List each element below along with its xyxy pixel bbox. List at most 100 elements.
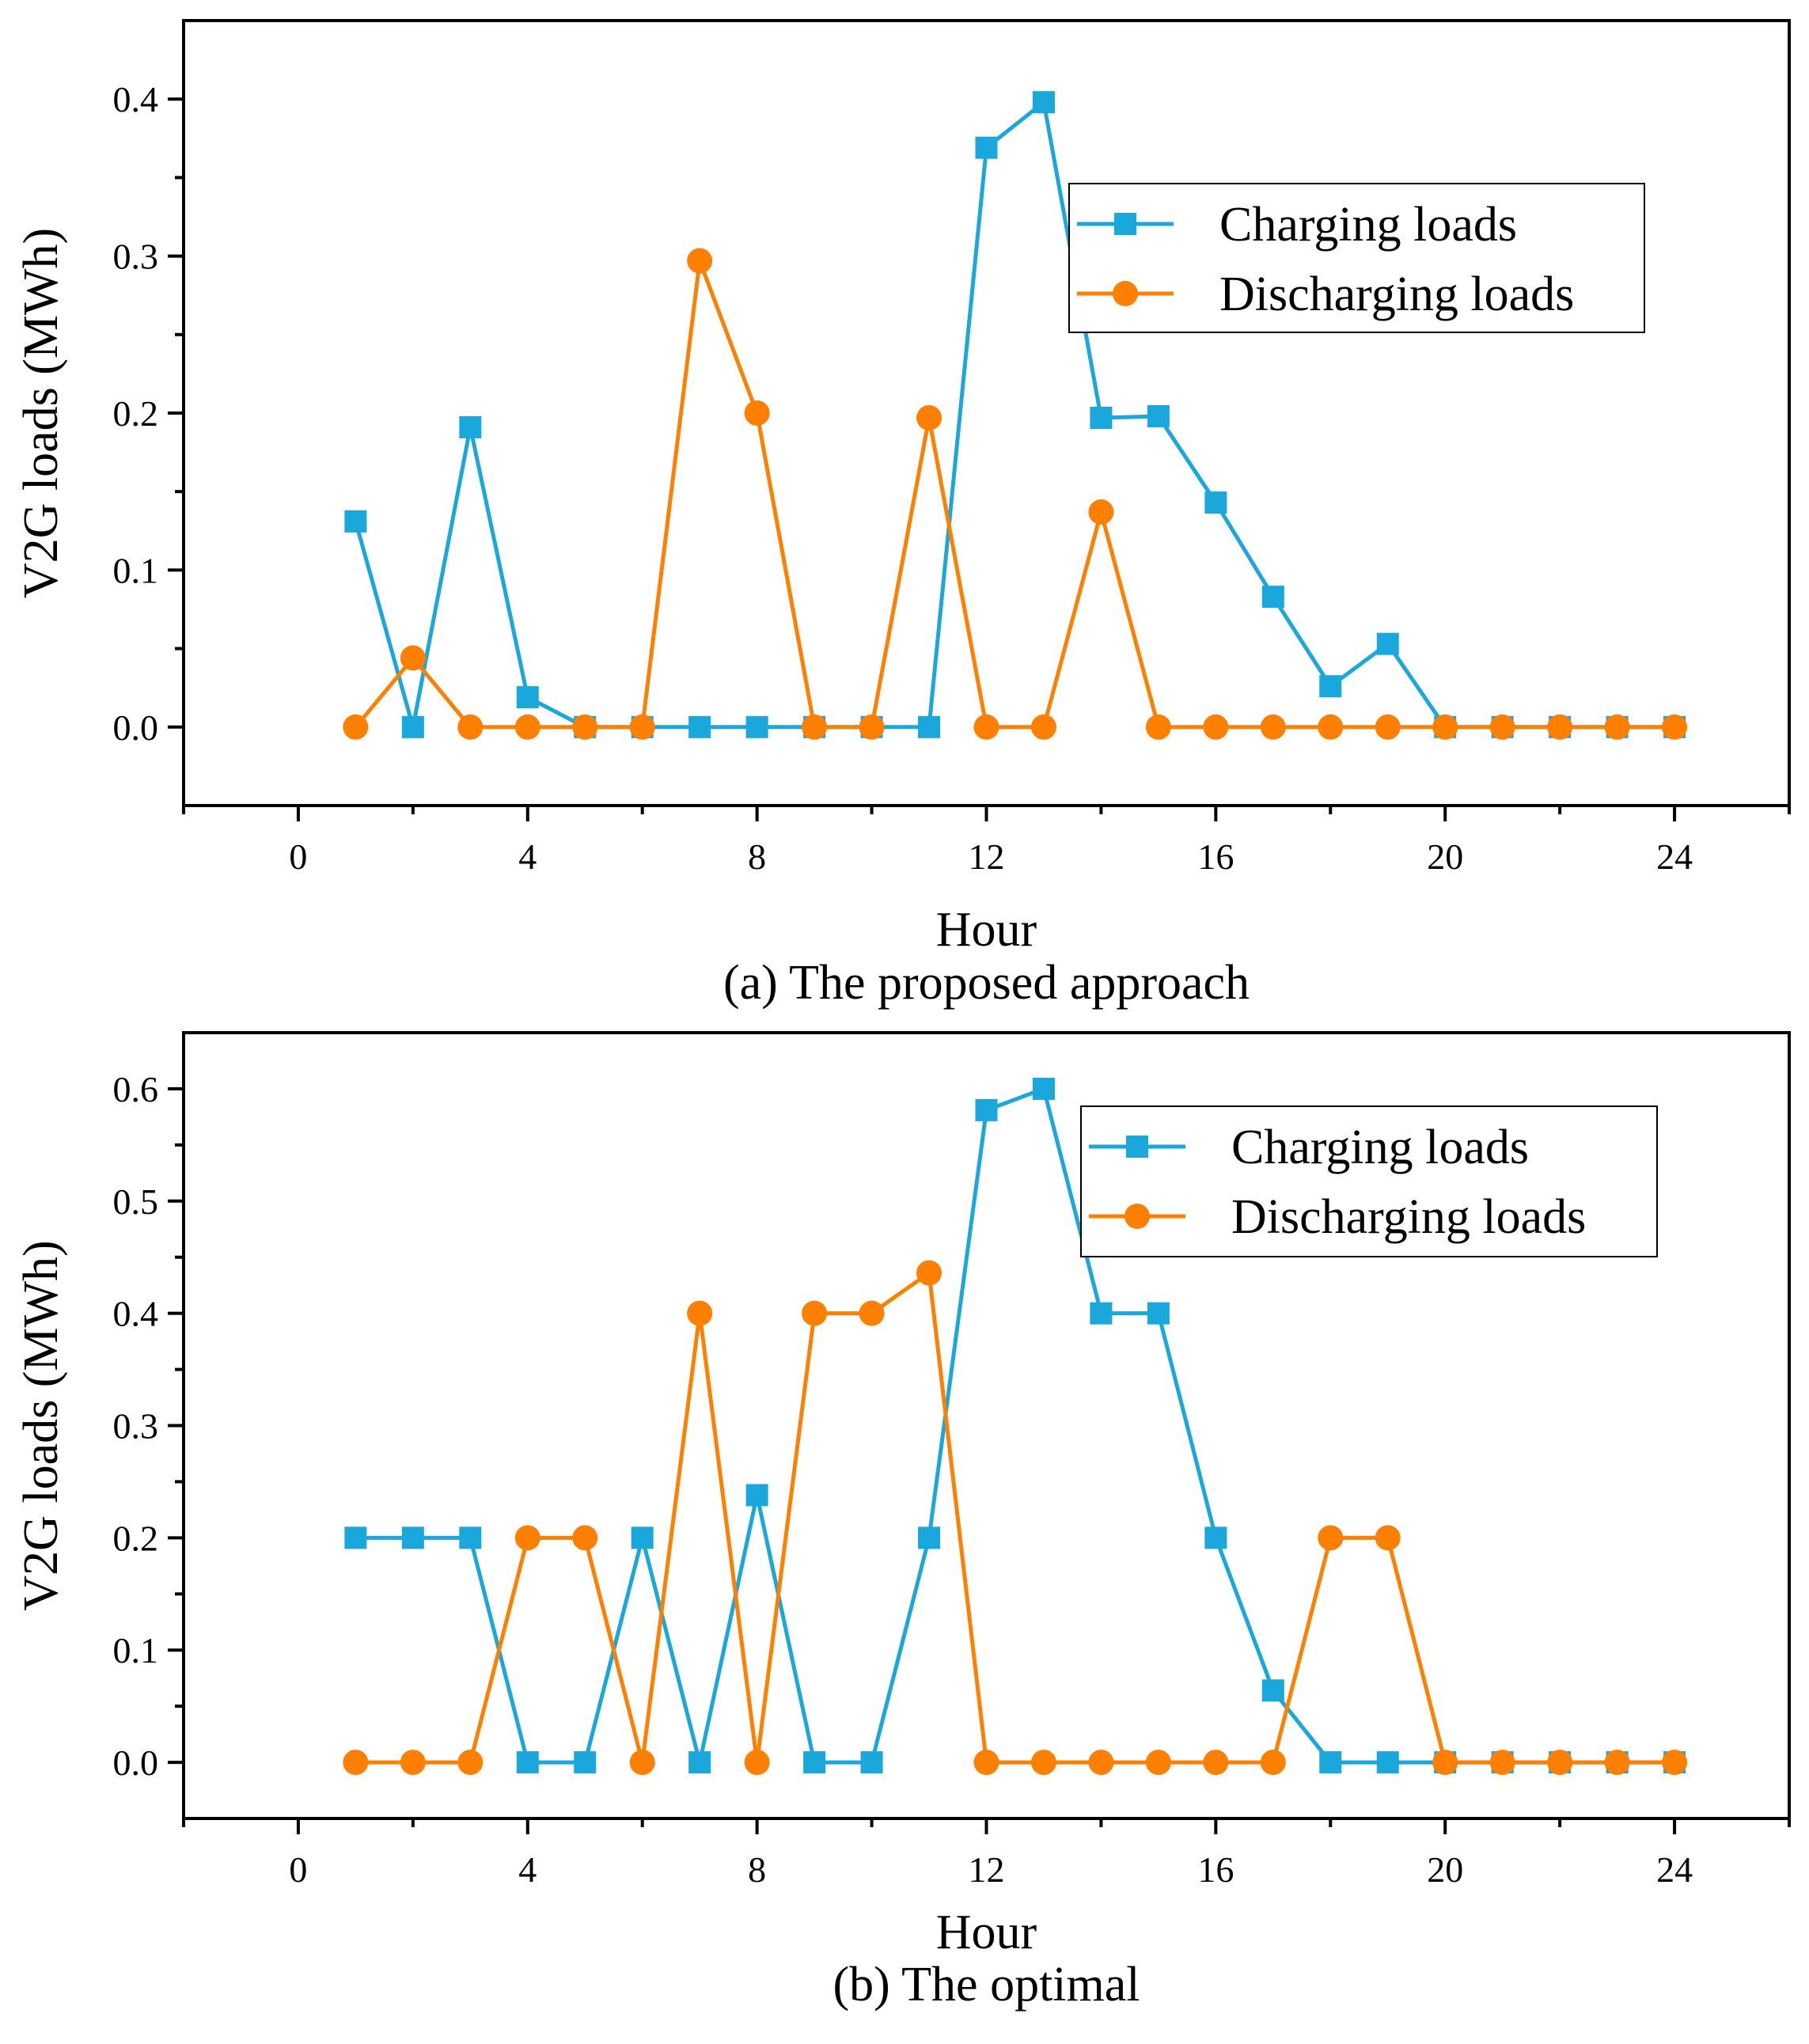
legend: Charging loads Discharging loads (1068, 183, 1645, 333)
data-point-discharging (1547, 1750, 1573, 1776)
y-tick-label: 0.1 (113, 550, 159, 590)
data-point-discharging (1432, 1750, 1458, 1776)
data-point-charging (1032, 1077, 1055, 1100)
legend-marker-charging (1126, 1136, 1148, 1158)
x-tick-label: 24 (1656, 1849, 1693, 1890)
data-point-charging (918, 1526, 941, 1549)
legend-label-charging: Charging loads (1231, 1121, 1529, 1174)
data-point-discharging (1662, 714, 1688, 740)
data-point-discharging (744, 400, 770, 426)
data-point-charging (1090, 1302, 1113, 1325)
y-tick-label: 0.4 (113, 79, 159, 119)
data-point-discharging (514, 714, 540, 740)
data-point-charging (1261, 586, 1284, 609)
legend-label-discharging: Discharging loads (1219, 267, 1574, 321)
chart-panel-a: 0 4 8 12 16 20 24 0.0 0.1 0.2 0.3 0.4 V2G loads (MWh… (14, 19, 1791, 1010)
data-point-charging (1376, 1751, 1399, 1774)
data-point-discharging (1489, 1750, 1515, 1776)
y-tick-label: 0.0 (113, 707, 159, 748)
data-point-charging (631, 1526, 654, 1549)
data-point-charging (688, 715, 711, 738)
x-tick-label: 20 (1427, 1849, 1463, 1890)
data-point-charging (688, 1751, 711, 1774)
data-point-charging (459, 1526, 482, 1549)
data-point-discharging (1203, 1750, 1229, 1776)
y-axis-title: V2G loads (MWh) (14, 228, 68, 598)
data-point-discharging (973, 714, 999, 740)
data-point-discharging (744, 1750, 770, 1776)
x-tick-label: 16 (1197, 1849, 1234, 1890)
data-point-discharging (1030, 1750, 1056, 1776)
data-point-discharging (1489, 714, 1515, 740)
data-point-discharging (687, 1300, 713, 1326)
data-point-discharging (802, 714, 828, 740)
y-tick-label: 0.3 (113, 237, 159, 277)
chart-panel-b: 0 4 8 12 16 20 24 0.0 0.1 0.2 0.3 0.4 0.5 0.6 V2G load… (14, 1031, 1791, 2012)
data-point-discharging (1547, 714, 1573, 740)
data-point-discharging (859, 1300, 885, 1326)
data-point-discharging (1375, 714, 1401, 740)
data-point-charging (516, 686, 539, 709)
data-point-charging (745, 1484, 768, 1507)
y-tick-label: 0.1 (113, 1630, 159, 1670)
data-point-discharging (1145, 714, 1171, 740)
data-point-charging (975, 136, 998, 159)
data-point-charging (1376, 632, 1399, 655)
x-tick-label: 12 (969, 1849, 1005, 1890)
data-point-charging (401, 1526, 424, 1549)
x-tick-label: 24 (1656, 836, 1693, 877)
data-point-discharging (1604, 1750, 1630, 1776)
data-point-discharging (457, 714, 484, 740)
data-point-charging (1032, 91, 1055, 114)
y-axis-title: V2G loads (MWh) (14, 1240, 68, 1610)
data-point-discharging (1088, 1750, 1114, 1776)
y-tick-label: 0.0 (113, 1743, 159, 1783)
data-point-discharging (572, 714, 598, 740)
data-point-discharging (457, 1750, 484, 1776)
data-point-charging (1090, 406, 1113, 429)
data-point-discharging (1318, 1525, 1344, 1551)
y-tick-label: 0.3 (113, 1406, 159, 1447)
data-point-discharging (1662, 1750, 1688, 1776)
x-tick-label: 0 (289, 1849, 307, 1890)
data-point-charging (803, 1751, 826, 1774)
legend-label-charging: Charging loads (1219, 198, 1517, 252)
data-point-discharging (1318, 714, 1344, 740)
data-point-charging (401, 715, 424, 738)
data-point-discharging (1030, 714, 1056, 740)
y-tick-label: 0.5 (113, 1181, 159, 1222)
data-point-charging (516, 1751, 539, 1774)
data-point-charging (344, 1526, 367, 1549)
legend: Charging loads Discharging loads (1080, 1105, 1658, 1257)
data-point-discharging (400, 1750, 426, 1776)
data-point-discharging (1604, 714, 1630, 740)
data-point-discharging (1260, 1750, 1286, 1776)
data-point-charging (745, 715, 768, 738)
x-tick-label: 4 (518, 1849, 537, 1890)
legend-marker-discharging (1124, 1204, 1150, 1229)
data-point-discharging (916, 404, 942, 430)
y-tick-label: 0.4 (113, 1294, 159, 1334)
x-tick-label: 4 (518, 836, 537, 877)
y-tick-label: 0.2 (113, 393, 159, 434)
data-point-charging (1319, 1751, 1342, 1774)
data-point-discharging (687, 248, 713, 274)
data-point-discharging (514, 1525, 540, 1551)
data-point-discharging (1260, 714, 1286, 740)
data-point-charging (1204, 1526, 1227, 1549)
panel-caption: (a) The proposed approach (723, 956, 1250, 1010)
data-point-discharging (802, 1300, 828, 1326)
x-tick-label: 0 (289, 836, 307, 877)
data-point-discharging (1203, 714, 1229, 740)
data-point-discharging (572, 1525, 598, 1551)
x-tick-label: 16 (1197, 836, 1234, 877)
data-point-discharging (859, 714, 885, 740)
x-tick-label: 8 (748, 836, 766, 877)
data-point-discharging (629, 714, 655, 740)
legend-box (1080, 1105, 1658, 1257)
data-point-charging (1204, 491, 1227, 514)
legend-box (1068, 183, 1645, 333)
data-point-discharging (1088, 499, 1114, 525)
data-point-charging (574, 1751, 597, 1774)
